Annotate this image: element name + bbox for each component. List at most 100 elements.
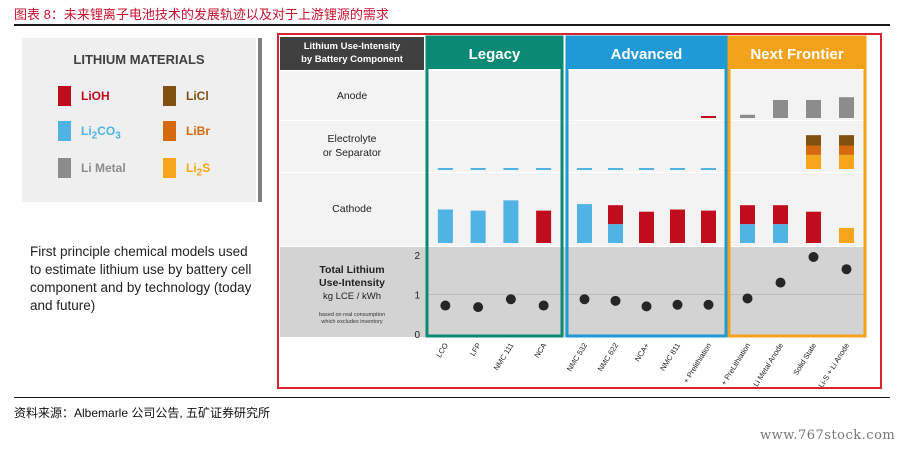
chart-title-line-2: by Battery Component	[301, 54, 404, 65]
group-header-label: Next Frontier	[750, 46, 844, 63]
legend-swatch	[58, 86, 71, 106]
bar-anode-li-metal	[839, 97, 854, 118]
legend-label: LiBr	[186, 124, 210, 138]
group-frame	[565, 35, 728, 338]
legend: LITHIUM MATERIALS LiOH LiCl Li2CO3 LiBr …	[22, 38, 256, 202]
legend-divider	[258, 38, 262, 202]
category-label: NMC 111	[492, 341, 516, 372]
total-note-line-2: which excludes inventory	[320, 319, 382, 325]
row-background	[280, 71, 866, 121]
group-header	[729, 37, 865, 69]
electrolyte-dash	[639, 168, 654, 170]
bar-cathode-li2co3	[608, 224, 623, 243]
legend-swatch	[163, 158, 176, 178]
group-header-label: Legacy	[469, 46, 521, 63]
row-label-separator: or Separator	[323, 147, 382, 159]
category-label: NMC 811	[658, 341, 682, 372]
group-frame	[425, 35, 564, 338]
source-note: 资料来源：Albemarle 公司公告, 五矿证券研究所	[14, 406, 271, 420]
legend-label: LiCl	[186, 89, 209, 103]
bar-cathode-li2co3	[503, 200, 519, 243]
row-label-electrolyte: Electrolyte	[327, 133, 376, 145]
electrolyte-dash	[470, 168, 486, 170]
bar-cathode-lioh	[639, 211, 654, 243]
total-label-line-1: Total Lithium	[319, 264, 384, 276]
bar-cathode-li2co3	[740, 224, 755, 243]
category-label: LFP	[468, 341, 483, 357]
figure-title: 图表 8：未来锂离子电池技术的发展轨迹以及对于上游锂源的需求	[14, 7, 389, 22]
y-tick-label: 0	[414, 330, 420, 341]
bar-cathode-li2co3	[773, 224, 788, 243]
bar-electrolyte-libr	[839, 145, 854, 155]
total-dot	[775, 277, 786, 288]
y-tick-label: 2	[414, 251, 420, 262]
total-dot	[579, 294, 590, 305]
total-dot	[538, 300, 549, 311]
group-header-label: Advanced	[611, 46, 683, 63]
category-label: NCA+	[633, 341, 652, 363]
total-label-line-2: Use-Intensity	[319, 277, 385, 289]
electrolyte-dash	[536, 168, 552, 170]
bar-cathode-li2co3	[470, 210, 486, 243]
electrolyte-dash	[608, 168, 623, 170]
electrolyte-dash	[437, 168, 453, 170]
total-dot	[703, 299, 714, 310]
legend-title: LITHIUM MATERIALS	[73, 52, 205, 67]
electrolyte-dash	[701, 168, 716, 170]
category-label: NCA	[532, 341, 548, 359]
row-background	[280, 121, 866, 173]
bar-electrolyte-libr	[806, 145, 821, 155]
category-label: NMC 622	[596, 341, 620, 373]
category-label: LCO	[434, 341, 450, 359]
legend-label: LiOH	[81, 89, 110, 103]
bar-cathode-lioh	[806, 211, 821, 243]
total-dot	[473, 302, 484, 313]
total-note-line-1: based on real consumption	[319, 312, 385, 318]
bar-cathode-li2s	[839, 227, 854, 243]
total-row-background	[280, 247, 866, 337]
total-dot	[505, 294, 516, 305]
total-dot	[610, 295, 621, 306]
row-label-cathode: Cathode	[332, 203, 372, 215]
bar-anode-li-metal	[806, 100, 821, 118]
total-dot	[440, 300, 451, 311]
bottom-rule	[14, 397, 890, 398]
total-dot	[841, 264, 852, 275]
top-rule	[14, 24, 890, 26]
bar-cathode-lioh	[670, 209, 685, 243]
chart-description: First principle chemical models used to …	[30, 244, 252, 313]
y-tick-label: 1	[414, 291, 420, 302]
bar-electrolyte-li2s	[806, 154, 821, 169]
total-dot	[742, 293, 753, 304]
bar-anode-lioh	[701, 116, 716, 118]
total-unit: kg LCE / kWh	[323, 291, 381, 302]
lithium-use-chart: Lithium Use-Intensity by Battery Compone…	[280, 35, 867, 389]
bar-cathode-lioh	[536, 210, 552, 243]
group-frame	[727, 35, 867, 338]
legend-swatch	[58, 121, 71, 141]
bar-anode-li-metal	[740, 114, 755, 118]
row-background	[280, 173, 866, 247]
legend-swatch	[58, 158, 71, 178]
bar-anode-li-metal	[773, 100, 788, 118]
row-label-anode: Anode	[337, 90, 368, 102]
bar-electrolyte-licl	[839, 135, 854, 146]
bar-cathode-lioh	[608, 205, 623, 225]
category-label: + PreLithiation	[719, 341, 752, 387]
bar-cathode-lioh	[773, 205, 788, 225]
total-dot	[808, 251, 819, 262]
category-label: NMC 532	[565, 341, 589, 373]
bar-cathode-lioh	[740, 205, 755, 225]
chart-header-cell	[280, 37, 424, 70]
legend-swatch	[163, 121, 176, 141]
electrolyte-dash	[577, 168, 592, 170]
watermark: www.767stock.com	[760, 428, 896, 443]
legend-label: Li Metal	[81, 161, 126, 175]
legend-label: Li2S	[186, 161, 211, 179]
total-dot	[641, 301, 652, 312]
category-label: Li-S + Li Anode	[816, 341, 851, 389]
bar-cathode-li2co3	[437, 209, 453, 243]
legend-swatch	[163, 86, 176, 106]
electrolyte-dash	[670, 168, 685, 170]
total-dot	[672, 299, 683, 310]
